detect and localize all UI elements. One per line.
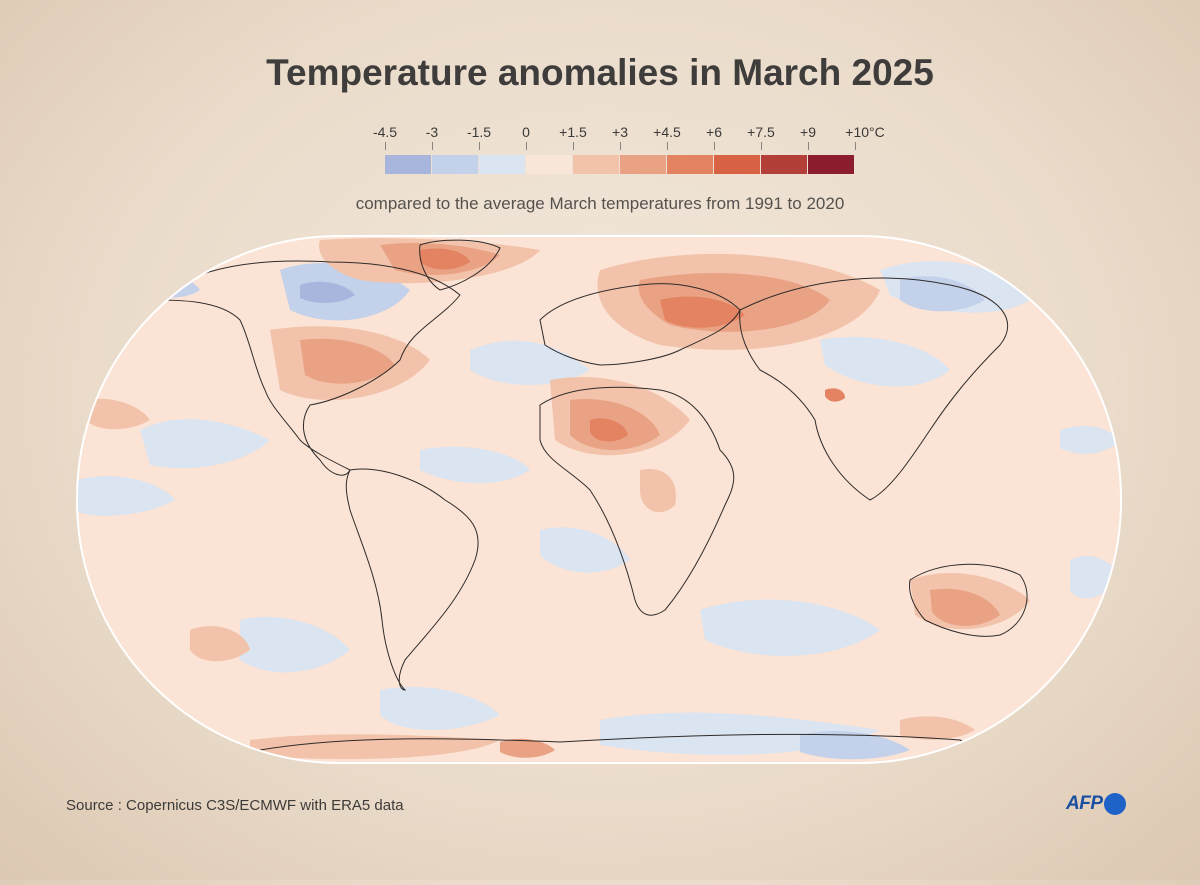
continent-outline [909,563,1028,637]
source-note: Source : Copernicus C3S/ECMWF with ERA5 … [66,797,404,814]
legend-tick [573,142,574,150]
afp-logo-dot-icon [1103,793,1126,815]
legend-tick [526,142,527,150]
legend-swatch [573,155,619,174]
legend-tick [432,142,433,150]
legend-tick [761,142,762,150]
legend-label: +4.5 [653,124,681,140]
legend-label: -1.5 [466,124,492,140]
legend-swatch [667,155,713,174]
continent-outline [539,283,741,366]
afp-logo: AFP [1066,792,1126,816]
legend-tick [714,142,715,150]
legend-swatch [620,155,666,174]
legend-tick [808,142,809,150]
continent-outline [739,277,1009,501]
legend-swatch [714,155,760,174]
color-legend: -4.5 -3 -1.5 0 +1.5 +3 +4.5 +6 +7.5 +9 +10°C [0,120,1200,180]
page-title: Temperature anomalies in March 2025 [266,52,934,93]
continent-outlines [148,239,1028,763]
legend-label: +6 [706,124,722,140]
legend-tick [855,142,856,150]
legend-swatch [526,155,572,174]
legend-label: 0 [522,124,530,140]
legend-label: +10°C [845,124,885,140]
legend-tick [620,142,621,150]
strongest-cold-regions [300,281,355,303]
legend-tick [479,142,480,150]
legend-swatch [808,155,854,174]
legend-label: +1.5 [559,124,587,140]
continent-outline [419,239,501,291]
very-hot-anomaly-regions [420,248,845,442]
legend-tick [667,142,668,150]
legend-label: -4.5 [372,124,398,140]
legend-swatch [479,155,525,174]
subtitle: compared to the average March temperatur… [355,194,845,213]
ocean-background [77,236,1121,763]
afp-logo-text: AFP [1066,793,1103,814]
globe-border [76,235,1122,764]
continent-outline [345,468,479,691]
legend-tick [385,142,386,150]
legend-swatch [761,155,807,174]
legend-label: +3 [612,124,628,140]
legend-label: +7.5 [747,124,775,140]
legend-swatch [432,155,478,174]
legend-swatch [385,155,431,174]
continent-outline [539,386,735,616]
continent-outline [148,260,461,476]
legend-label: +9 [800,124,816,140]
legend-label: -3 [425,124,439,140]
